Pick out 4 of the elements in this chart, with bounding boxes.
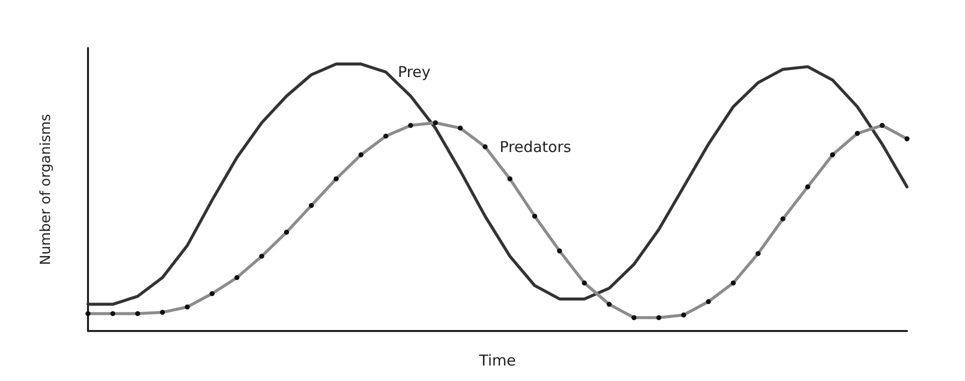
series-label: Predators — [500, 138, 572, 156]
x-axis-title: Time — [478, 352, 516, 370]
y-axis-title: Number of organisms — [38, 114, 54, 266]
series-label: Prey — [398, 63, 431, 82]
